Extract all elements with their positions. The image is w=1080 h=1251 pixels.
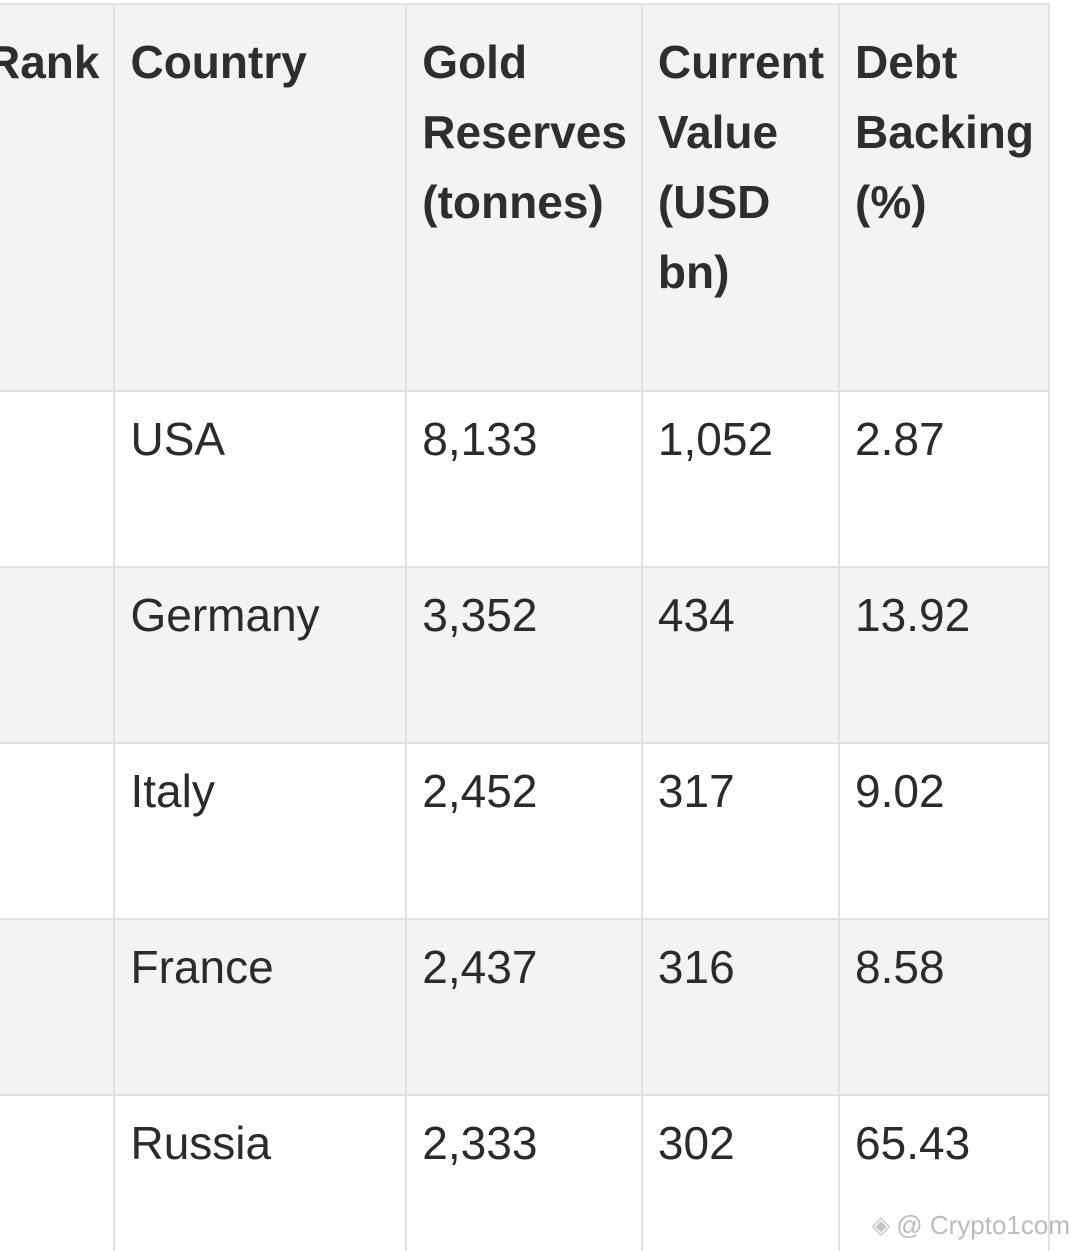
- watermark: ◈ @ Crypto1com: [872, 1210, 1070, 1241]
- header-current-value: Current Value (USD bn): [640, 3, 841, 392]
- cell-rank: [0, 566, 116, 744]
- cell-current-value: 302: [640, 1094, 841, 1251]
- binance-diamond-icon: ◈: [871, 1212, 891, 1239]
- cell-gold-reserves: 2,333: [405, 1094, 643, 1251]
- table-row: Italy 2,452 317 9.02: [0, 742, 1050, 920]
- cell-current-value: 1,052: [640, 390, 841, 568]
- cell-gold-reserves: 2,452: [405, 742, 643, 920]
- cell-country: France: [113, 918, 408, 1096]
- table-row: USA 8,133 1,052 2.87: [0, 390, 1050, 568]
- header-gold-reserves: Gold Reserves (tonnes): [405, 3, 643, 392]
- cell-gold-reserves: 3,352: [405, 566, 643, 744]
- header-rank: Rank: [0, 3, 116, 392]
- cell-debt-backing: 8.58: [838, 918, 1050, 1096]
- cell-rank: [0, 918, 116, 1096]
- table-row: Germany 3,352 434 13.92: [0, 566, 1050, 744]
- table-header-row: Rank Country Gold Reserves (tonnes) Curr…: [0, 3, 1050, 392]
- cell-country: Russia: [113, 1094, 408, 1251]
- cell-debt-backing: 65.43: [838, 1094, 1050, 1251]
- cell-rank: [0, 1094, 116, 1251]
- header-country: Country: [113, 3, 408, 392]
- cell-current-value: 317: [640, 742, 841, 920]
- cell-country: USA: [113, 390, 408, 568]
- cell-gold-reserves: 8,133: [405, 390, 643, 568]
- cell-current-value: 434: [640, 566, 841, 744]
- cell-country: Italy: [113, 742, 408, 920]
- cell-country: Germany: [113, 566, 408, 744]
- cell-rank: [0, 742, 116, 920]
- cell-debt-backing: 13.92: [838, 566, 1050, 744]
- gold-reserves-table: Rank Country Gold Reserves (tonnes) Curr…: [0, 3, 1050, 1251]
- header-debt-backing: Debt Backing (%): [838, 3, 1050, 392]
- table-row: Russia 2,333 302 65.43: [0, 1094, 1050, 1251]
- watermark-text: @ Crypto1com: [896, 1210, 1070, 1240]
- cell-gold-reserves: 2,437: [405, 918, 643, 1096]
- cell-current-value: 316: [640, 918, 841, 1096]
- table-row: France 2,437 316 8.58: [0, 918, 1050, 1096]
- cell-debt-backing: 2.87: [838, 390, 1050, 568]
- cell-debt-backing: 9.02: [838, 742, 1050, 920]
- cell-rank: [0, 390, 116, 568]
